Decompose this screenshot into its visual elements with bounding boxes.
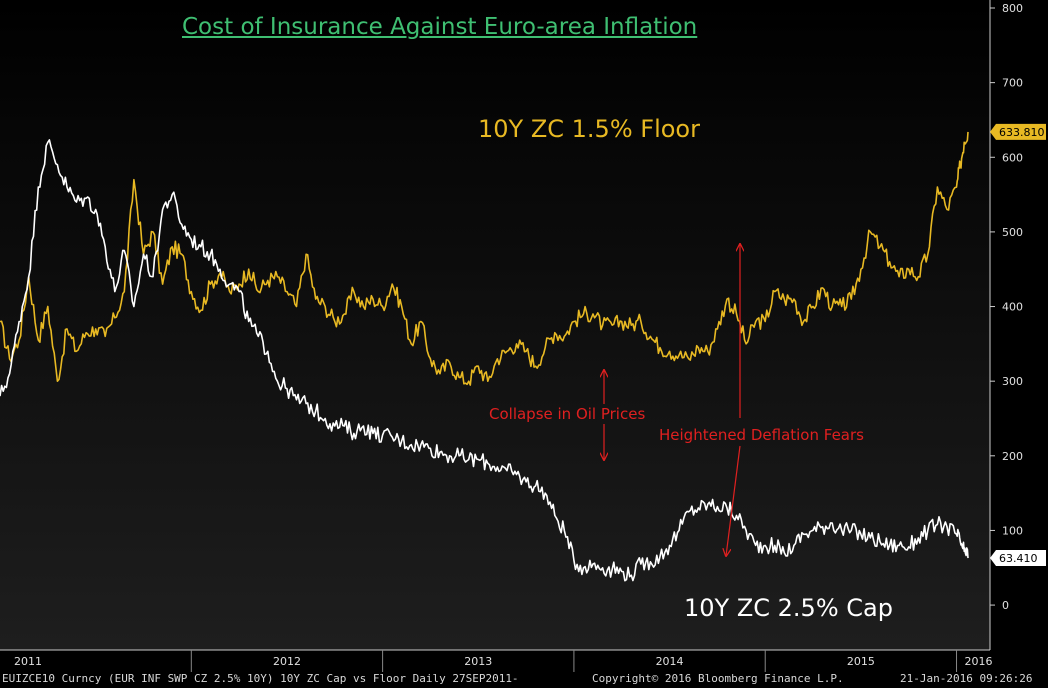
floor-series-label: 10Y ZC 1.5% Floor <box>478 115 700 143</box>
y-tick-label: 100 <box>1002 524 1023 537</box>
last-value-tag-text: 63.410 <box>999 552 1038 565</box>
x-tick-label: 2014 <box>656 655 684 668</box>
footer-copyright: Copyright© 2016 Bloomberg Finance L.P. <box>592 672 844 685</box>
plot-background <box>0 0 990 650</box>
series-layer <box>0 131 969 582</box>
y-tick-label: 300 <box>1002 375 1023 388</box>
y-tick-label: 0 <box>1002 599 1009 612</box>
cap-series-label: 10Y ZC 2.5% Cap <box>684 594 893 622</box>
footer-ticker-info: EUIZCE10 Curncy (EUR INF SWP CZ 2.5% 10Y… <box>2 672 519 685</box>
deflation-arrow-down <box>726 445 741 556</box>
last-value-tag-text: 633.810 <box>999 126 1045 139</box>
y-tick-label: 800 <box>1002 2 1023 15</box>
y-axis: 0 100 200 300 400 500 600 700 800 <box>989 0 1023 650</box>
x-tick-label: 2013 <box>464 655 492 668</box>
x-tick-label: 2015 <box>847 655 875 668</box>
x-axis: 2011 2012 2013 2014 2015 2016 <box>0 649 993 672</box>
series-line-floor <box>0 131 969 386</box>
chart-title: Cost of Insurance Against Euro-area Infl… <box>182 14 698 40</box>
deflation-fears-annotation: Heightened Deflation Fears <box>659 426 864 444</box>
x-tick-label: 2011 <box>14 655 42 668</box>
value-tags: 633.810 63.410 <box>990 123 1046 567</box>
last-value-tag-bg <box>990 123 1046 140</box>
y-tick-label: 500 <box>1002 226 1023 239</box>
y-tick-label: 400 <box>1002 301 1023 314</box>
y-tick-label: 600 <box>1002 151 1023 164</box>
x-tick-label: 2012 <box>273 655 301 668</box>
annotation-arrows <box>604 244 740 556</box>
footer-timestamp: 21-Jan-2016 09:26:26 <box>900 672 1033 685</box>
y-tick-label: 700 <box>1002 77 1023 90</box>
y-tick-label: 200 <box>1002 450 1023 463</box>
last-value-tag-bg <box>990 550 1046 567</box>
oil-prices-annotation: Collapse in Oil Prices <box>489 405 646 423</box>
x-tick-label: 2016 <box>965 655 993 668</box>
series-line-cap <box>0 139 969 582</box>
